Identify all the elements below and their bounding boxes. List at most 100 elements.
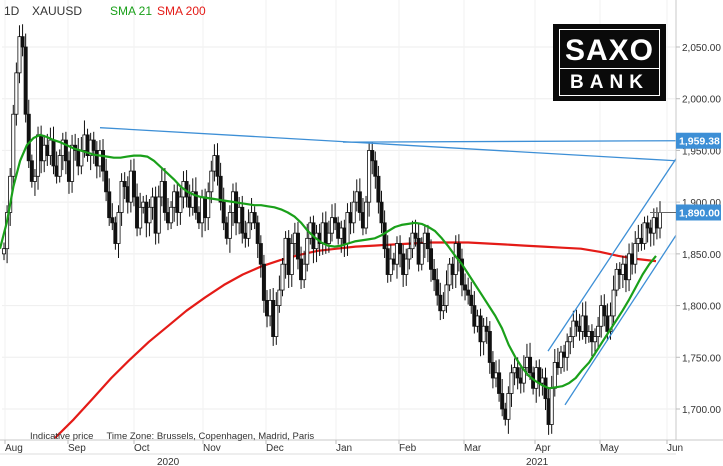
x-month-label: Jan [336, 443, 352, 454]
candle-body [633, 243, 638, 265]
candle-body [305, 237, 310, 265]
candle-body [596, 325, 601, 337]
x-month-label: Oct [134, 443, 150, 454]
sma200-layer [54, 241, 657, 439]
candle-body [274, 305, 279, 338]
candle-body [568, 336, 573, 343]
x-month-label: Feb [399, 443, 417, 454]
indicative-price-label: Indicative price [30, 431, 94, 442]
candle-body [509, 372, 514, 394]
candle-body [642, 222, 647, 244]
candle-body [459, 258, 464, 286]
candle-body [583, 315, 588, 337]
candle-body [614, 268, 619, 291]
y-tick-label: 1,850.00 [682, 250, 721, 261]
x-month-label: Apr [535, 443, 551, 454]
candle-body [218, 175, 223, 203]
price-tag-label: 1,890.00 [679, 207, 720, 219]
candle-body [32, 175, 37, 182]
candle-body [221, 201, 226, 224]
candle-body [70, 144, 75, 182]
sma200-line [54, 241, 657, 439]
candle-body [156, 196, 161, 234]
candle-body [379, 201, 384, 224]
trendlines-layer [99, 127, 677, 406]
candle-body [104, 170, 109, 193]
trendline [342, 140, 677, 143]
logo-line2: BANK [570, 72, 649, 93]
candle-body [413, 232, 418, 239]
y-tick-label: 1,950.00 [682, 146, 721, 157]
y-tick-label: 1,800.00 [682, 302, 721, 313]
candle-body [593, 336, 598, 343]
candle-body [357, 191, 362, 213]
candle-body [14, 72, 19, 115]
candle-body [435, 279, 440, 296]
sma21-layer [0, 133, 657, 390]
candle-body [376, 175, 381, 203]
candle-body [162, 181, 167, 213]
candle-body [333, 217, 338, 224]
candle-body [116, 212, 121, 244]
logo-divider [560, 68, 659, 69]
candle-body [326, 232, 331, 244]
timeframe-label: 1D [4, 4, 20, 18]
candle-body [79, 150, 84, 167]
candle-body [280, 263, 285, 291]
candle-body [574, 320, 579, 327]
sma200-legend: SMA 200 [157, 4, 206, 18]
symbol-label: XAUUSD [32, 4, 83, 18]
candle-body [500, 393, 505, 410]
x-month-label: Mar [464, 443, 482, 454]
candle-body [101, 150, 106, 172]
trendline [547, 158, 677, 352]
candle-body [255, 222, 260, 244]
candle-body [506, 393, 511, 420]
candle-body [329, 217, 334, 234]
candle-body [382, 222, 387, 250]
candle-body [110, 217, 115, 224]
y-tick-label: 1,900.00 [682, 198, 721, 209]
candle-body [549, 387, 554, 425]
candle-body [398, 243, 403, 255]
y-tick-label: 1,750.00 [682, 353, 721, 364]
candle-body [147, 206, 152, 224]
candle-body [277, 289, 282, 306]
candle-body [364, 201, 369, 229]
x-year-label: 2020 [157, 457, 180, 466]
candle-body [456, 243, 461, 260]
trendline [564, 234, 677, 406]
candle-body [528, 356, 533, 374]
candle-body [565, 341, 570, 358]
timezone-label: Time Zone: Brussels, Copenhagen, Madrid,… [106, 431, 315, 442]
candle-body [17, 36, 22, 74]
candle-body [469, 294, 474, 306]
chart-footnote: Indicative price Time Zone: Brussels, Co… [30, 431, 314, 442]
candle-body [252, 212, 257, 224]
candle-body [289, 243, 294, 275]
candle-body [497, 372, 502, 394]
candle-body [91, 139, 96, 151]
candle-body [240, 206, 245, 234]
candle-body [122, 181, 127, 188]
candle-body [521, 367, 526, 384]
candle-body [26, 113, 31, 162]
candle-body [645, 222, 650, 229]
candle-body [215, 155, 220, 177]
candle-body [611, 289, 616, 317]
candle-body [367, 150, 372, 203]
x-month-label: May [600, 443, 619, 454]
candle-body [558, 351, 563, 369]
candle-body [295, 232, 300, 260]
candle-body [627, 253, 632, 281]
x-month-label: Jun [667, 443, 683, 454]
candle-body [227, 212, 232, 239]
candle-body [410, 232, 415, 250]
candle-body [169, 206, 174, 224]
candle-body [23, 46, 28, 115]
candle-body [404, 258, 409, 275]
candle-body [246, 222, 251, 239]
